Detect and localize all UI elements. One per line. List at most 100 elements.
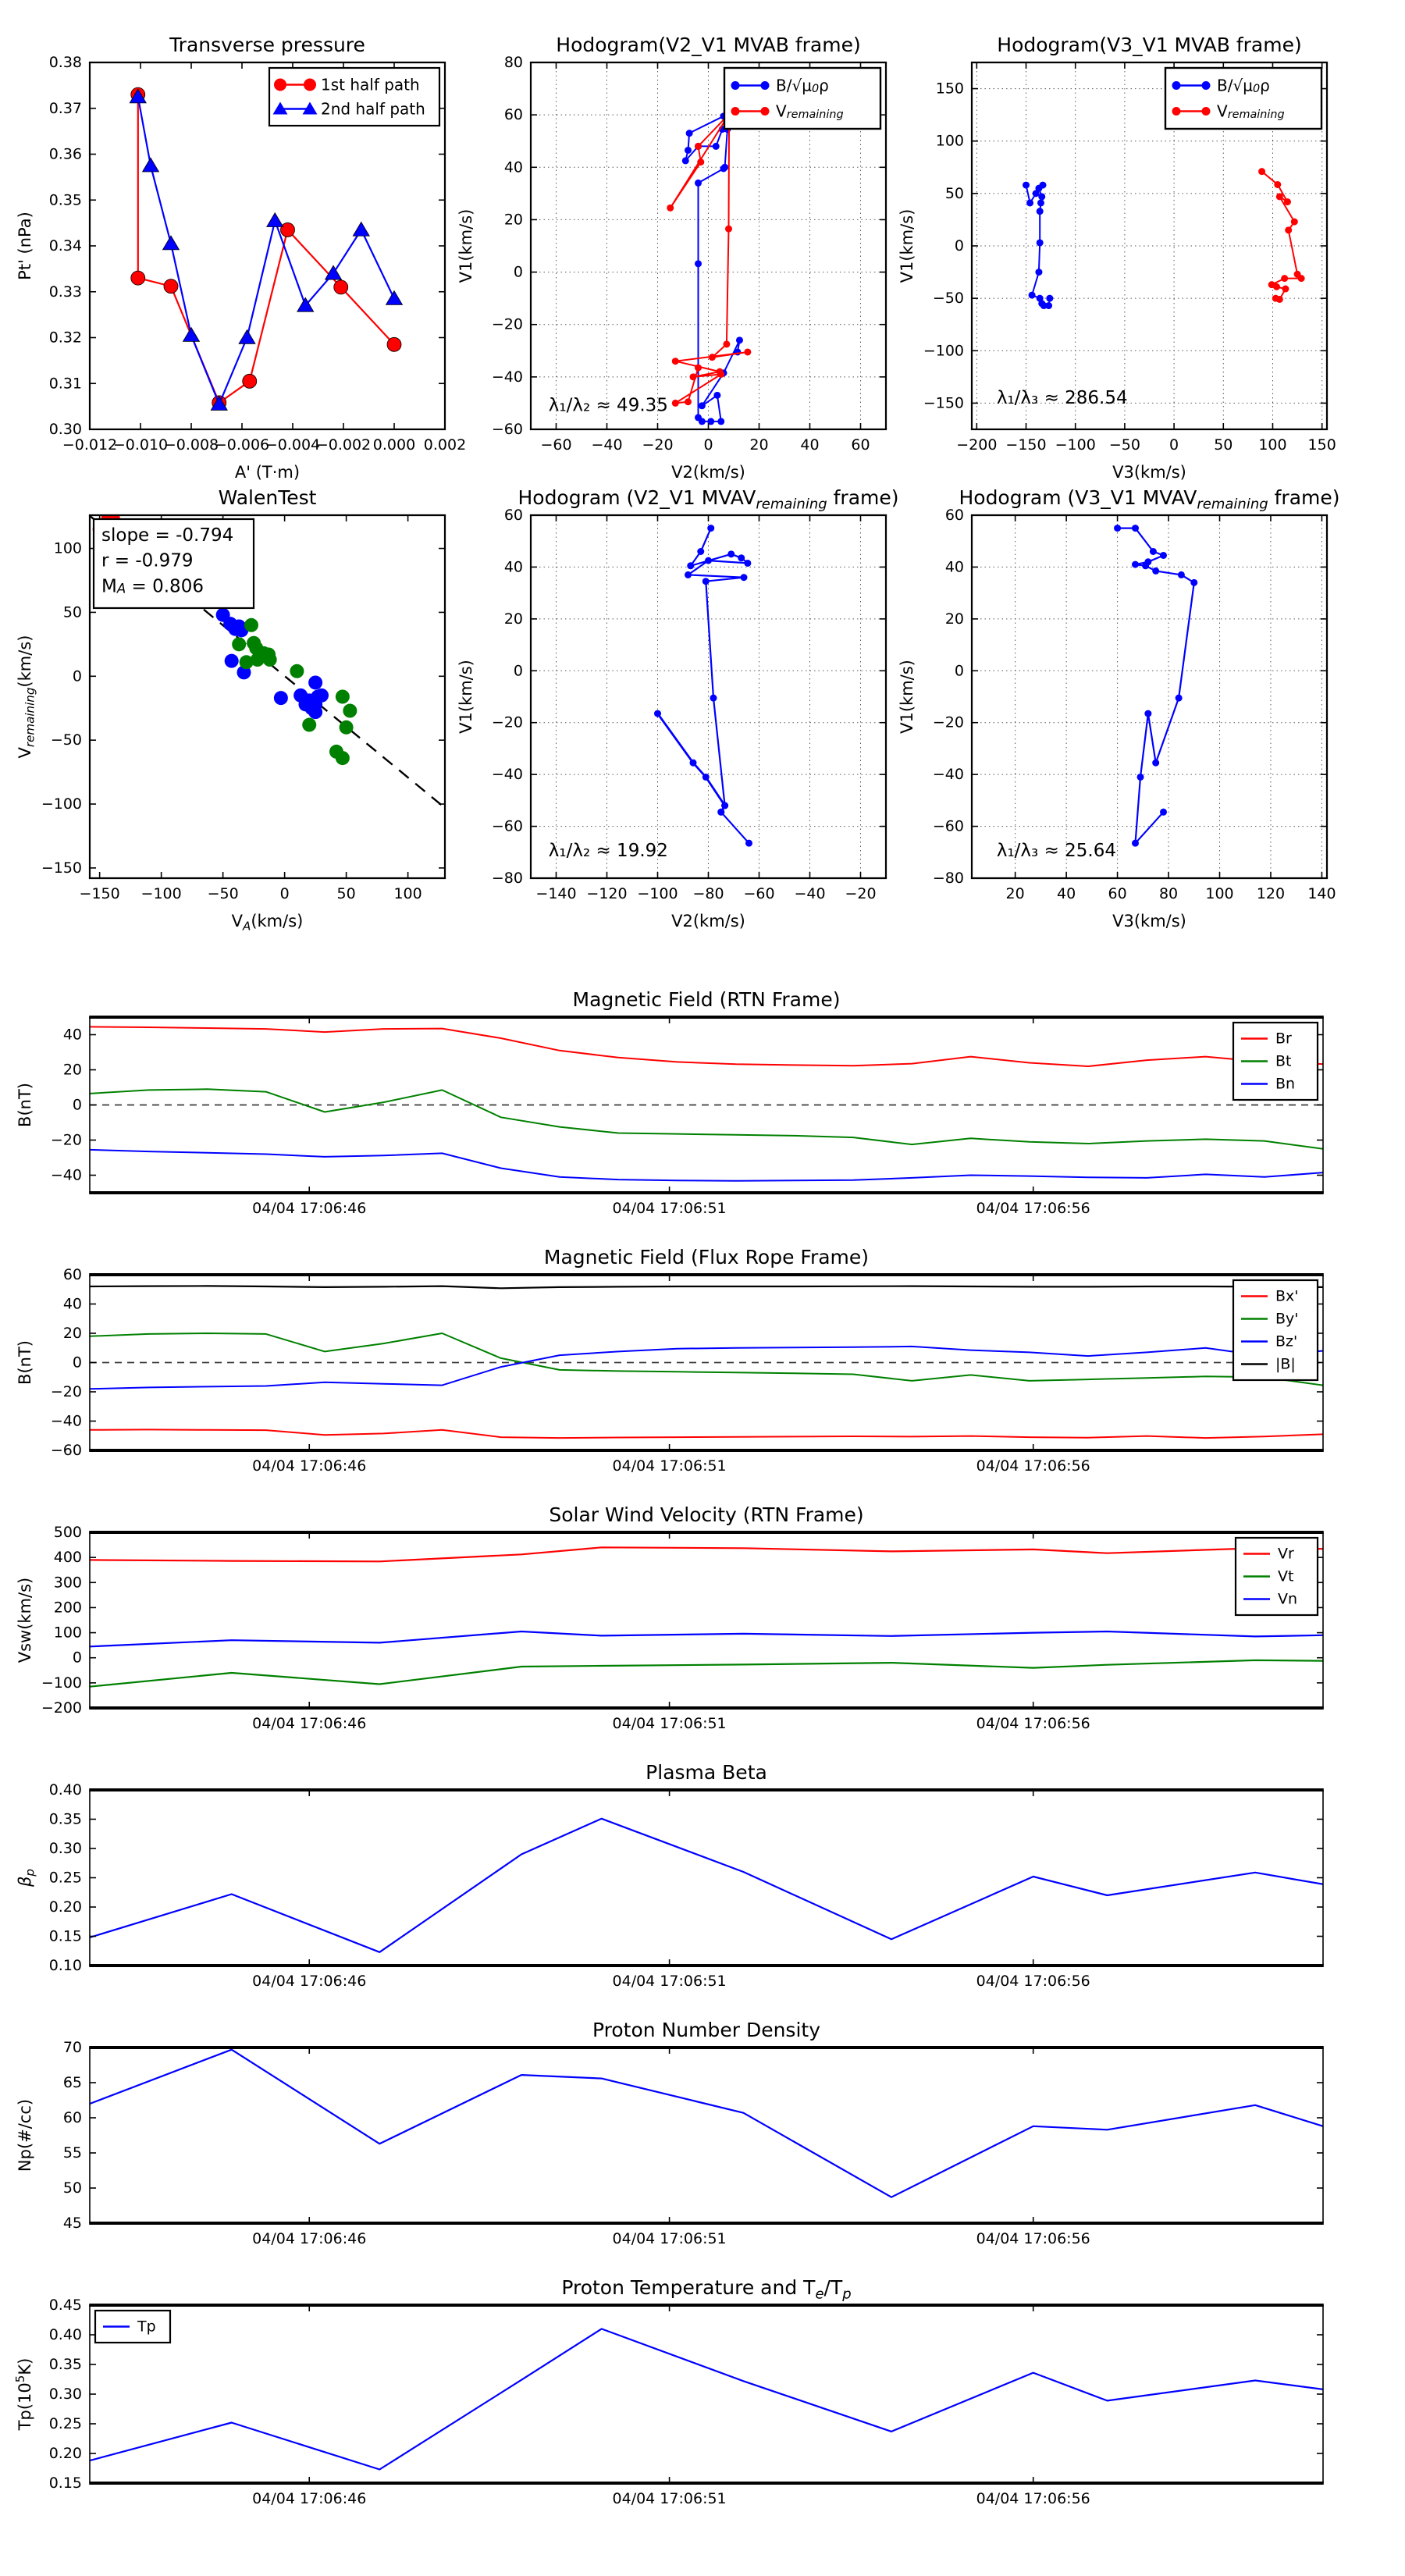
- scatter-point: [335, 751, 350, 766]
- x-tick-label: −0.012: [62, 436, 117, 454]
- y-tick-label: −150: [41, 859, 82, 877]
- y-tick-label: −80: [933, 870, 964, 887]
- series-line-Vt: [90, 1659, 1323, 1688]
- y-axis-label: V1(km/s): [457, 660, 475, 734]
- series-markers-path-main: [685, 525, 752, 847]
- marker-circle: [1036, 239, 1044, 247]
- marker-circle: [671, 358, 679, 365]
- plot-title: Proton Temperature and Te/Tp: [561, 2276, 851, 2303]
- annotation-text: λ₁/λ₂ ≈ 19.92: [549, 841, 668, 861]
- marker-circle: [654, 710, 661, 717]
- walen-points-green: [232, 617, 357, 766]
- legend: Br Bt Bn: [1232, 1021, 1319, 1101]
- series-line-Br: [90, 1026, 1323, 1067]
- y-tick-label: 500: [54, 1524, 82, 1541]
- x-axis-label: VA(km/s): [232, 912, 304, 934]
- marker-circle: [687, 562, 695, 570]
- y-tick-label: −60: [492, 421, 523, 438]
- plot-title: Hodogram (V3_V1 MVAVremaining frame): [959, 486, 1339, 513]
- x-tick-label: −50: [1109, 436, 1140, 454]
- y-tick-label: 0: [514, 264, 523, 281]
- marker-circle: [702, 578, 710, 585]
- marker-circle: [760, 81, 770, 90]
- x-tick-label: 50: [337, 885, 356, 902]
- x-tick-label: 40: [800, 436, 819, 454]
- series-line-Vr: [90, 1546, 1323, 1563]
- plot-title: WalenTest: [219, 486, 317, 509]
- marker-circle: [707, 525, 715, 532]
- x-tick-label: −40: [591, 436, 622, 454]
- marker-circle: [708, 354, 716, 361]
- y-tick-label: −40: [51, 1413, 82, 1430]
- x-axis-label: V3(km/s): [1112, 912, 1186, 930]
- y-tick-label: −100: [41, 1674, 82, 1692]
- x-tick-label: 20: [749, 436, 768, 454]
- y-tick-label: −20: [51, 1132, 82, 1149]
- y-tick-label: 0: [955, 662, 964, 679]
- marker-circle: [695, 364, 702, 372]
- marker-circle: [1272, 294, 1279, 302]
- x-tick-label: −150: [1005, 436, 1046, 454]
- marker-circle: [1290, 218, 1298, 226]
- marker-circle: [685, 146, 692, 154]
- x-tick-label: 60: [1108, 885, 1126, 902]
- y-tick-label: 0.30: [49, 2386, 82, 2403]
- plot-vsw-rtn: 04/04 17:06:46 04/04 17:06:51 04/04 17:06:…: [16, 1503, 1324, 1732]
- marker-circle: [697, 158, 705, 166]
- x-tick-label: 04/04 17:06:51: [613, 1200, 727, 1217]
- legend-label: Vr: [1278, 1546, 1294, 1563]
- marker-circle: [721, 802, 729, 809]
- marker-circle: [685, 571, 692, 578]
- y-tick-label: 20: [63, 1325, 82, 1342]
- marker-circle: [689, 759, 697, 767]
- plot-plasma-beta: 04/04 17:06:46 04/04 17:06:51 04/04 17:06:…: [16, 1761, 1324, 1990]
- marker-circle: [727, 550, 735, 558]
- x-tick-label: 04/04 17:06:56: [976, 2230, 1090, 2247]
- x-tick-label: 0: [1169, 436, 1179, 454]
- x-tick-label: 04/04 17:06:56: [976, 1715, 1090, 1732]
- marker-circle: [130, 270, 146, 286]
- marker-circle: [707, 418, 715, 425]
- marker-circle: [685, 130, 693, 137]
- y-axis-label: B(nT): [16, 1083, 34, 1127]
- x-tick-label: −0.008: [164, 436, 219, 454]
- annotation-text: λ₁/λ₂ ≈ 49.35: [549, 396, 668, 416]
- walen-points-blue: [215, 607, 329, 720]
- marker-triangle: [324, 265, 343, 280]
- x-tick-label: −0.010: [113, 436, 168, 454]
- x-tick-label: 04/04 17:06:46: [252, 1457, 366, 1475]
- marker-circle: [745, 839, 752, 847]
- marker-triangle: [352, 221, 370, 237]
- y-tick-label: 0.10: [49, 1957, 82, 1974]
- plot-title: Proton Number Density: [592, 2019, 820, 2041]
- marker-circle: [1136, 773, 1144, 781]
- x-tick-label: 04/04 17:06:46: [252, 2230, 366, 2247]
- stats-line: r = -0.979: [101, 551, 194, 571]
- legend-label: B/√μ0ρ: [1217, 76, 1270, 95]
- y-tick-label: 300: [54, 1574, 82, 1591]
- x-tick-label: 100: [1205, 885, 1233, 902]
- y-tick-label: 60: [945, 507, 964, 524]
- y-tick-label: 50: [63, 603, 82, 621]
- marker-circle: [744, 348, 752, 356]
- marker-triangle: [182, 326, 201, 342]
- marker-circle: [1201, 81, 1211, 90]
- marker-circle: [712, 142, 720, 150]
- scatter-point: [273, 691, 288, 706]
- stats-line: slope = -0.794: [101, 525, 233, 546]
- x-tick-label: 80: [1159, 885, 1178, 902]
- x-tick-label: 20: [1006, 885, 1025, 902]
- series-line-|B|: [90, 1285, 1323, 1290]
- x-tick-label: −150: [80, 885, 120, 902]
- plot-hodogram-v3v1-mvav: 20 40 60 80 100 120 140−80−60−40−200204060Hodo…: [898, 486, 1340, 930]
- y-tick-label: 0: [73, 1354, 82, 1372]
- marker-circle: [681, 157, 689, 165]
- marker-circle: [717, 371, 725, 378]
- y-tick-label: 0.31: [49, 375, 82, 392]
- plot-title: Solar Wind Velocity (RTN Frame): [549, 1503, 863, 1526]
- x-tick-label: −20: [642, 436, 673, 454]
- scatter-point: [244, 617, 258, 632]
- x-tick-label: −50: [208, 885, 239, 902]
- legend: Tp: [94, 2309, 172, 2344]
- plot-transverse-pressure: −0.012−0.010−0.008−0.006−0.004−0.002 0.00…: [16, 34, 466, 482]
